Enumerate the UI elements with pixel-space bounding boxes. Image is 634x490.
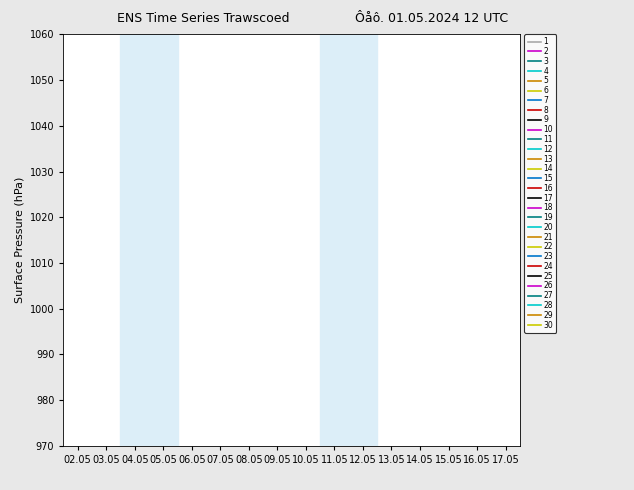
Text: ENS Time Series Trawscoed: ENS Time Series Trawscoed (117, 12, 289, 25)
Y-axis label: Surface Pressure (hPa): Surface Pressure (hPa) (14, 177, 24, 303)
Bar (120, 34, 178, 446)
Bar (320, 34, 377, 446)
Legend: 1, 2, 3, 4, 5, 6, 7, 8, 9, 10, 11, 12, 13, 14, 15, 16, 17, 18, 19, 20, 21, 22, 2: 1, 2, 3, 4, 5, 6, 7, 8, 9, 10, 11, 12, 1… (524, 34, 557, 333)
Text: Ôåô. 01.05.2024 12 UTC: Ôåô. 01.05.2024 12 UTC (354, 12, 508, 25)
